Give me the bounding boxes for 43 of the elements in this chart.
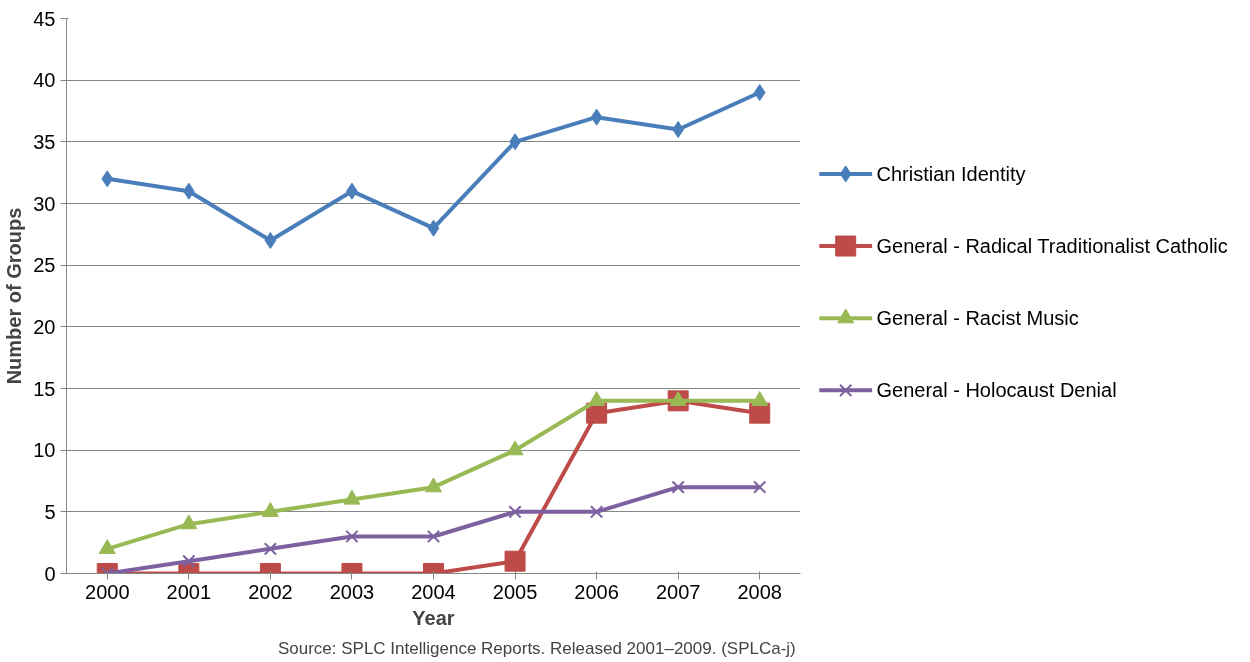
legend-label: Christian Identity: [876, 162, 1026, 185]
x-tick-label: 2005: [492, 580, 538, 603]
point: [101, 170, 114, 188]
y-tick-label: 35: [33, 130, 56, 153]
legend-label: General - Radical Traditionalist Catholic: [876, 235, 1228, 258]
x-tick-label: 2000: [85, 580, 130, 603]
x-tick-label: 2008: [737, 580, 782, 603]
point: [669, 391, 687, 406]
source-note: Source: SPLC Intelligence Reports. Released 2001–2009. (SPLCa-j): [277, 638, 796, 658]
y-tick-label: 30: [33, 192, 56, 215]
x-axis-title: Year: [412, 606, 455, 629]
x-tick-label: 2003: [329, 580, 375, 603]
point: [753, 480, 767, 494]
point: [671, 480, 685, 494]
x-tick-label: 2001: [166, 580, 212, 603]
y-tick-label: 40: [33, 69, 56, 92]
point: [427, 219, 440, 237]
point: [588, 391, 606, 406]
point: [753, 84, 766, 101]
y-tick-label: 0: [44, 562, 56, 585]
point: [98, 539, 116, 554]
point: [672, 121, 684, 138]
x-tick-label: 2002: [248, 580, 293, 603]
y-tick-label: 10: [33, 439, 56, 462]
y-tick-label: 5: [44, 500, 56, 523]
x-tick-label: 2007: [655, 580, 701, 603]
point: [261, 502, 279, 517]
x-tick-label: 2006: [574, 580, 619, 603]
point: [506, 440, 524, 456]
legend-label: General - Racist Music: [876, 307, 1079, 330]
legend-label: General - Holocaust Denial: [876, 379, 1117, 402]
y-tick-label: 25: [33, 254, 56, 277]
point: [343, 489, 361, 505]
point: [264, 232, 277, 249]
y-tick-label: 15: [33, 377, 56, 400]
x-tick-label: 2004: [411, 580, 456, 603]
y-tick-label: 20: [33, 315, 56, 338]
point: [180, 514, 198, 530]
point: [590, 108, 603, 126]
y-tick-label: 45: [33, 7, 56, 30]
y-axis-title: Number of Groups: [3, 207, 26, 385]
point: [425, 477, 442, 493]
point: [751, 391, 769, 406]
